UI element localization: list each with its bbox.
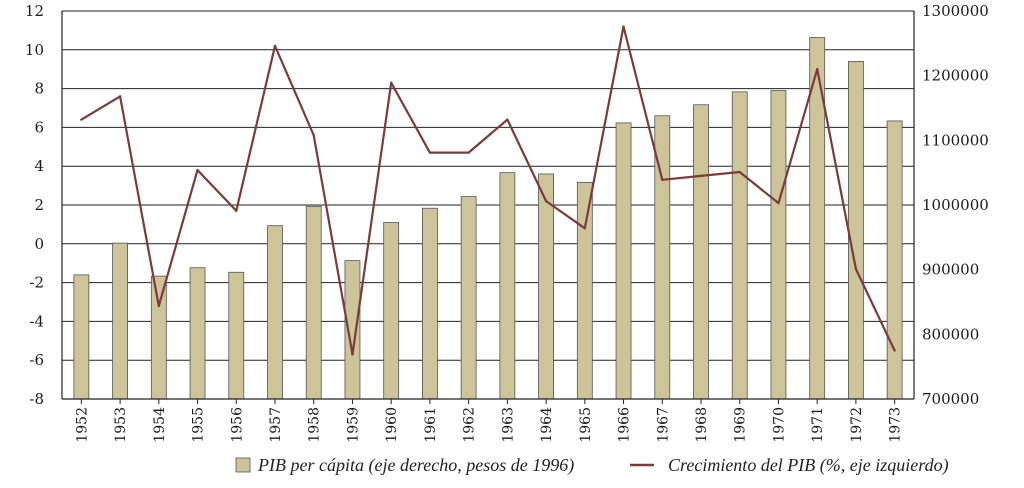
growth-point-1954 — [157, 304, 161, 308]
y-left-tick-label: 12 — [25, 2, 44, 20]
y-right-tick-label: 700000 — [922, 390, 979, 408]
growth-line — [80, 25, 896, 356]
y-left-tick-label: -2 — [29, 274, 44, 292]
x-tick-label: 1955 — [191, 407, 207, 443]
bar-1960 — [383, 222, 400, 400]
bar-1961 — [422, 207, 438, 400]
y-right-tick-label: 1200000 — [922, 67, 989, 85]
bar-1952 — [73, 274, 90, 400]
bar-1964 — [538, 173, 554, 400]
growth-point-1972 — [854, 267, 858, 271]
bar-1962 — [460, 196, 477, 400]
bar-1956 — [228, 271, 245, 400]
growth-point-1960 — [389, 81, 393, 84]
growth-point-1964 — [544, 199, 548, 203]
bar-1969 — [731, 91, 748, 400]
legend-line-label: Crecimiento del PIB (%, eje izquierdo) — [668, 455, 949, 476]
legend: PIB per cápita (eje derecho, pesos de 19… — [235, 455, 949, 476]
growth-point-1956 — [235, 209, 238, 213]
x-tick-label: 1966 — [617, 407, 633, 443]
x-tick-label: 1957 — [268, 407, 284, 443]
bar-1972 — [848, 61, 864, 400]
bar-1954 — [150, 275, 167, 400]
y-left-tick-label: 2 — [34, 196, 44, 214]
bar-1958 — [305, 205, 322, 400]
x-tick-label: 1972 — [849, 407, 865, 443]
bar-1966 — [615, 122, 632, 400]
y-right-tick-label: 1100000 — [922, 131, 989, 149]
y-left-tick-label: 10 — [25, 41, 44, 59]
x-tick-label: 1954 — [152, 407, 168, 443]
growth-point-1962 — [467, 151, 470, 154]
x-tick-label: 1956 — [229, 407, 245, 443]
line-series — [80, 25, 896, 356]
legend-bar-label: PIB per cápita (eje derecho, pesos de 19… — [257, 455, 574, 476]
growth-point-1966 — [622, 25, 625, 28]
y-right-tick-label: 1300000 — [922, 2, 989, 20]
y-left-tick-label: -6 — [29, 351, 44, 369]
x-tick-label: 1960 — [384, 407, 400, 443]
y-left-tick-label: 6 — [34, 118, 44, 136]
y-left-tick-label: 8 — [34, 80, 44, 98]
bar-1970 — [770, 90, 787, 400]
x-tick-label: 1959 — [345, 407, 361, 443]
bar-1965 — [576, 181, 593, 400]
y-right-tick-label: 900000 — [922, 261, 979, 279]
bar-1953 — [112, 242, 128, 400]
x-tick-label: 1965 — [578, 407, 594, 443]
growth-point-1969 — [738, 170, 741, 174]
x-tick-label: 1962 — [462, 407, 478, 443]
y-left-tick-label: -4 — [29, 312, 44, 330]
x-tick-label: 1961 — [423, 407, 439, 443]
growth-point-1961 — [428, 151, 432, 154]
x-tick-label: 1967 — [655, 407, 671, 443]
x-tick-label: 1952 — [74, 407, 90, 443]
bar-1963 — [499, 172, 516, 400]
legend-bar-swatch — [235, 457, 251, 473]
growth-point-1958 — [312, 133, 315, 137]
y-left-tick-label: -8 — [29, 390, 44, 408]
growth-point-1971 — [815, 68, 819, 71]
y-left-tick-label: 0 — [34, 235, 44, 253]
axes: -8 -6 -4 -2 0 2 4 6 8 10 12 700000 800000 900000 10000… — [25, 2, 989, 443]
bar-1973 — [886, 120, 903, 400]
y-right-tick-label: 1000000 — [922, 196, 989, 214]
x-tick-label: 1953 — [113, 407, 129, 443]
growth-point-1957 — [273, 44, 277, 48]
x-tick-label: 1963 — [500, 407, 516, 443]
bar-series — [73, 37, 903, 400]
growth-point-1953 — [118, 95, 122, 98]
growth-point-1967 — [661, 178, 664, 181]
growth-point-1970 — [777, 201, 780, 205]
x-tick-label: 1969 — [733, 407, 749, 443]
x-tick-label: 1968 — [694, 407, 710, 443]
growth-point-1973 — [893, 349, 896, 352]
x-tick-label: 1970 — [771, 407, 787, 443]
x-tick-label: 1973 — [888, 407, 904, 443]
bar-1955 — [189, 267, 206, 400]
x-tick-label: 1971 — [810, 407, 826, 443]
x-tick-label: 1964 — [539, 407, 555, 443]
growth-point-1963 — [506, 118, 509, 121]
y-left-tick-label: 4 — [34, 157, 44, 175]
y-right-tick-label: 800000 — [922, 325, 979, 343]
bar-1968 — [693, 104, 709, 400]
growth-point-1955 — [196, 168, 199, 172]
growth-point-1965 — [583, 227, 587, 230]
growth-point-1952 — [80, 118, 83, 121]
bar-1957 — [267, 225, 283, 400]
growth-point-1968 — [699, 174, 703, 178]
growth-point-1959 — [351, 353, 354, 356]
x-tick-label: 1958 — [307, 407, 323, 443]
